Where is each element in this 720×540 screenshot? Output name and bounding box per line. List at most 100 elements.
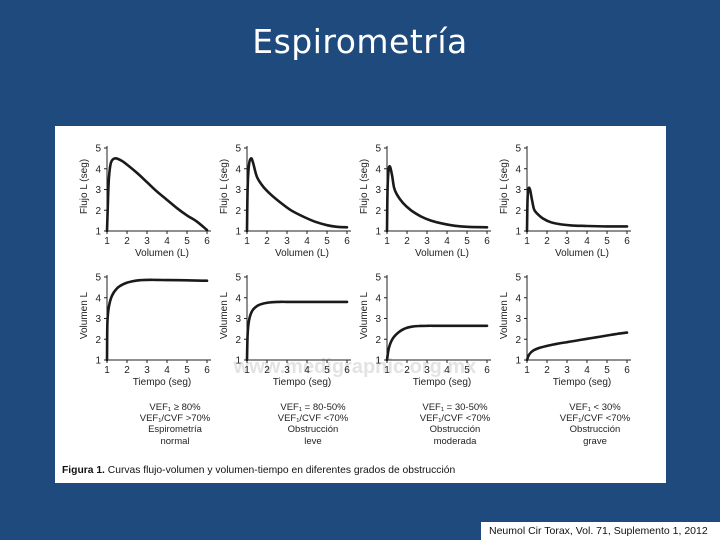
x-tick-label: 6 <box>204 236 210 247</box>
chart-volumen-tiempo-4: 1 2 3 4 5 1 2 3 4 5 6 Tiempo (seg) Volumen L <box>499 273 631 388</box>
y-axis-label: Flujo L (seg) <box>79 159 90 214</box>
x-tick-label: 6 <box>344 236 350 247</box>
x-tick-label: 2 <box>264 236 270 247</box>
y-tick-label: 5 <box>375 273 381 284</box>
y-tick-label: 5 <box>95 144 101 155</box>
x-axis-label: Volumen (L) <box>555 248 609 259</box>
desc-line: Obstrucción <box>287 424 339 436</box>
y-tick-label: 1 <box>515 356 521 367</box>
y-axis-label: Volumen L <box>79 291 90 339</box>
x-tick-label: 1 <box>244 365 250 376</box>
y-tick-label: 1 <box>235 356 241 367</box>
x-tick-label: 5 <box>604 236 610 247</box>
figure-caption: Figura 1. Curvas flujo-volumen y volumen… <box>62 465 455 476</box>
y-tick-label: 4 <box>515 164 521 175</box>
x-tick-label: 1 <box>384 365 390 376</box>
x-tick-label: 5 <box>184 365 190 376</box>
x-tick-label: 1 <box>104 236 110 247</box>
x-tick-label: 1 <box>524 365 530 376</box>
watermark: www.medigraphic.org.mx <box>233 356 477 378</box>
figure-panel: www.medigraphic.org.mx 1 2 3 4 5 1 2 3 4 5 6 Volumen… <box>55 126 666 483</box>
x-tick-label: 2 <box>544 365 550 376</box>
y-tick-label: 3 <box>95 185 101 196</box>
y-axis-label: Flujo L (seg) <box>359 159 370 214</box>
x-tick-label: 4 <box>584 365 590 376</box>
desc-line: leve <box>304 435 322 447</box>
x-tick-label: 4 <box>444 236 450 247</box>
y-tick-label: 1 <box>235 227 241 238</box>
y-tick-label: 2 <box>235 335 241 346</box>
x-tick-label: 5 <box>324 365 330 376</box>
desc-line: VEF₁ < 30% <box>569 402 621 413</box>
chart-flujo-volumen-3: 1 2 3 4 5 1 2 3 4 5 6 Volumen (L) Flujo L (seg) <box>359 144 491 259</box>
x-axis-label: Tiempo (seg) <box>553 377 612 388</box>
x-tick-label: 4 <box>304 365 310 376</box>
y-tick-label: 5 <box>515 144 521 155</box>
x-tick-label: 3 <box>424 365 430 376</box>
desc-line: VEF₁/CVF <70% <box>559 413 631 425</box>
x-tick-label: 2 <box>544 236 550 247</box>
y-tick-label: 3 <box>235 185 241 196</box>
x-tick-label: 3 <box>284 236 290 247</box>
desc-line: grave <box>583 435 607 447</box>
y-tick-label: 4 <box>95 293 101 304</box>
series-line <box>105 157 209 233</box>
x-tick-label: 3 <box>424 236 430 247</box>
x-tick-label: 2 <box>124 236 130 247</box>
x-tick-label: 6 <box>204 365 210 376</box>
x-tick-label: 4 <box>164 236 170 247</box>
chart-volumen-tiempo-3: 1 2 3 4 5 1 2 3 4 5 6 Tiempo (seg) Volumen L <box>359 273 491 388</box>
y-axis-label: Flujo L (seg) <box>499 159 510 214</box>
y-axis-label: Volumen L <box>499 291 510 339</box>
y-tick-label: 3 <box>515 314 521 325</box>
x-tick-label: 3 <box>284 365 290 376</box>
y-tick-label: 4 <box>375 293 381 304</box>
y-tick-label: 4 <box>515 293 521 304</box>
desc-line: VEF₁ = 30-50% <box>422 402 488 413</box>
y-tick-label: 1 <box>95 356 101 367</box>
y-tick-label: 3 <box>95 314 101 325</box>
y-tick-label: 2 <box>235 206 241 217</box>
x-tick-label: 2 <box>264 365 270 376</box>
x-axis-label: Volumen (L) <box>275 248 329 259</box>
y-tick-label: 4 <box>375 164 381 175</box>
x-axis-label: Volumen (L) <box>135 248 189 259</box>
y-axis-label: Volumen L <box>219 291 230 339</box>
column-description-leve: VEF₁ = 80-50% VEF₁/CVF <70% Obstrucción … <box>253 402 373 447</box>
series-line <box>105 278 209 362</box>
x-axis-label: Tiempo (seg) <box>413 377 472 388</box>
slide-title: Espirometría <box>252 22 468 61</box>
caption-label: Figura 1. <box>62 465 105 476</box>
desc-line: Obstrucción <box>569 424 621 436</box>
x-axis-label: Volumen (L) <box>415 248 469 259</box>
y-tick-label: 5 <box>375 144 381 155</box>
caption-text: Curvas flujo-volumen y volumen-tiempo en… <box>104 465 456 476</box>
chart-flujo-volumen-4: 1 2 3 4 5 1 2 3 4 5 6 Volumen (L) Flujo L (seg) <box>499 144 631 259</box>
y-tick-label: 3 <box>235 314 241 325</box>
y-tick-label: 1 <box>95 227 101 238</box>
series-line <box>525 331 629 362</box>
y-axis-label: Flujo L (seg) <box>219 159 230 214</box>
desc-line: VEF₁/CVF <70% <box>419 413 491 425</box>
chart-volumen-tiempo-1: 1 2 3 4 5 1 2 3 4 5 6 Tiempo (seg) Volumen L <box>79 273 211 388</box>
x-tick-label: 1 <box>384 236 390 247</box>
x-tick-label: 1 <box>244 236 250 247</box>
y-axis-label: Volumen L <box>359 291 370 339</box>
x-tick-label: 3 <box>144 365 150 376</box>
desc-line: moderada <box>433 435 477 447</box>
x-axis-label: Tiempo (seg) <box>273 377 332 388</box>
y-tick-label: 4 <box>95 164 101 175</box>
series-line <box>245 300 349 362</box>
x-tick-label: 3 <box>564 236 570 247</box>
series-line <box>525 186 629 233</box>
x-tick-label: 5 <box>464 365 470 376</box>
desc-line: Obstrucción <box>429 424 481 436</box>
y-tick-label: 5 <box>235 144 241 155</box>
y-tick-label: 1 <box>515 227 521 238</box>
column-description-grave: VEF₁ < 30% VEF₁/CVF <70% Obstrucción gra… <box>535 402 655 447</box>
x-tick-label: 5 <box>464 236 470 247</box>
y-tick-label: 3 <box>375 185 381 196</box>
chart-flujo-volumen-1: 1 2 3 4 5 1 2 3 4 5 6 Volumen (L) Flujo L (seg) <box>79 144 211 259</box>
series-line <box>245 157 349 233</box>
y-tick-label: 2 <box>375 335 381 346</box>
